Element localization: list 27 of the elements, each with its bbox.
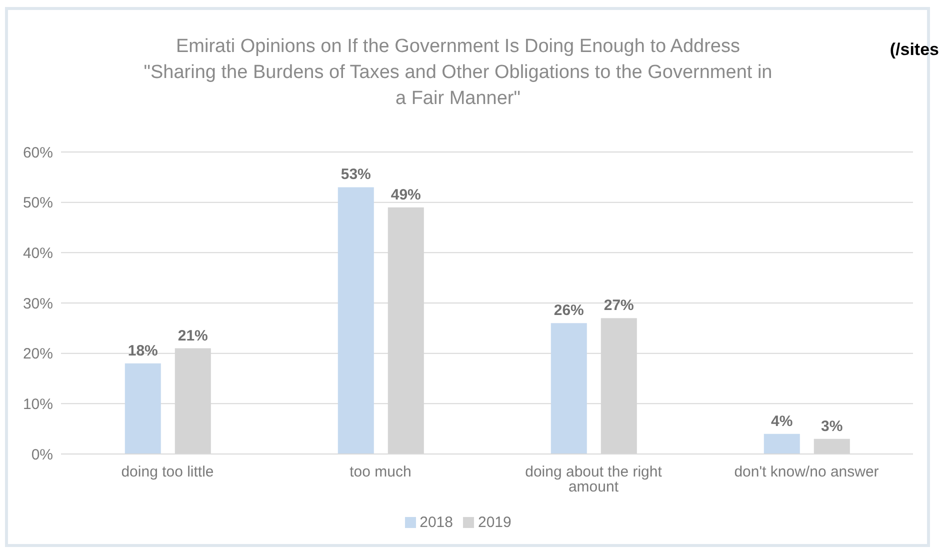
text: (/sites xyxy=(890,40,939,60)
data-label: 3% xyxy=(821,418,843,435)
data-label: 49% xyxy=(390,186,421,204)
data-label: 4% xyxy=(771,412,793,430)
bar xyxy=(550,323,587,454)
y-tick-label: 30% xyxy=(22,295,53,312)
x-tick-label: doing about the right amount xyxy=(525,464,663,496)
y-tick-label: 20% xyxy=(22,346,53,363)
y-tick-label: 40% xyxy=(22,244,53,262)
data-label: 53% xyxy=(340,166,371,184)
x-tick-label: don't know/no answer xyxy=(734,464,879,481)
data-label: 18% xyxy=(128,342,158,360)
y-tick-label: 60% xyxy=(22,144,53,162)
data-label: 26% xyxy=(554,302,584,320)
bar xyxy=(764,434,800,454)
y-tick-label: 10% xyxy=(22,396,53,413)
bar xyxy=(338,187,374,454)
chart-title: Emirati Opinions on If the Government Is Doing Enough to Address "Sharing the Burdens of Taxes and Other Obligations to the Government in a Fair Manner" xyxy=(142,35,774,111)
legend-label: 2018 xyxy=(420,514,453,531)
bar xyxy=(124,363,161,454)
data-label: 27% xyxy=(604,297,634,314)
legend-label: 2019 xyxy=(478,514,512,531)
x-tick-label: too much xyxy=(350,464,412,481)
y-tick-label: 0% xyxy=(31,446,53,464)
y-tick-label: 50% xyxy=(22,194,53,212)
x-tick-label: doing too little xyxy=(121,464,214,481)
data-label: 21% xyxy=(178,327,208,344)
